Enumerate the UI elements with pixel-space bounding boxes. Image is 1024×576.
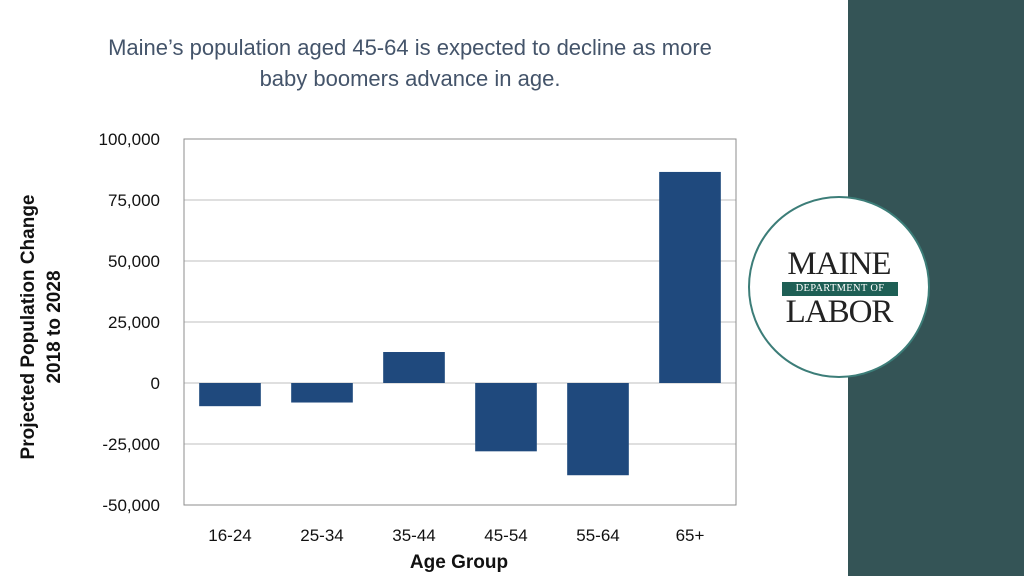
grid-lines xyxy=(184,138,736,506)
bar-chart: 100,000 75,000 50,000 25,000 0 -25,000 -50,000… xyxy=(18,130,737,573)
y-axis-title-line-1: Projected Population Change xyxy=(18,195,39,460)
x-tick-labels: 16-24 25-34 35-44 45-54 55-64 65+ xyxy=(208,526,704,545)
x-tick-label: 55-64 xyxy=(576,526,619,545)
x-tick-label: 16-24 xyxy=(208,526,251,545)
x-tick-label: 25-34 xyxy=(300,526,343,545)
bar-55-64 xyxy=(567,383,629,476)
y-axis-title-line-2: 2018 to 2028 xyxy=(44,270,65,383)
x-tick-label: 65+ xyxy=(676,526,705,545)
bar-45-54 xyxy=(475,383,537,452)
bar-25-34 xyxy=(291,383,353,403)
maine-dol-logo: MAINE DEPARTMENT OF LABOR xyxy=(748,196,930,378)
logo-text-maine: MAINE xyxy=(787,246,891,282)
y-axis-title: Projected Population Change 2018 to 2028 xyxy=(18,195,65,460)
bar-65+ xyxy=(659,171,721,383)
logo-text-department-of: DEPARTMENT OF xyxy=(782,282,898,296)
y-tick-label: 0 xyxy=(151,374,160,393)
x-axis-title: Age Group xyxy=(410,552,508,573)
y-tick-label: 25,000 xyxy=(108,313,160,332)
logo-text-labor: LABOR xyxy=(785,294,894,330)
bars xyxy=(199,171,721,476)
x-tick-label: 45-54 xyxy=(484,526,527,545)
y-tick-label: -25,000 xyxy=(102,435,160,454)
y-tick-label: 50,000 xyxy=(108,252,160,271)
bar-35-44 xyxy=(383,352,445,383)
y-tick-label: 100,000 xyxy=(99,130,160,149)
x-tick-label: 35-44 xyxy=(392,526,435,545)
y-tick-label: 75,000 xyxy=(108,191,160,210)
chart-title: Maine’s population aged 45-64 is expecte… xyxy=(30,32,790,94)
chart-title-line-1: Maine’s population aged 45-64 is expecte… xyxy=(108,35,712,60)
plot-area-frame xyxy=(183,138,737,506)
bar-16-24 xyxy=(199,383,261,407)
y-tick-label: -50,000 xyxy=(102,496,160,515)
y-tick-labels: 100,000 75,000 50,000 25,000 0 -25,000 -50,000 xyxy=(99,130,160,515)
chart-title-line-2: baby boomers advance in age. xyxy=(259,66,561,91)
